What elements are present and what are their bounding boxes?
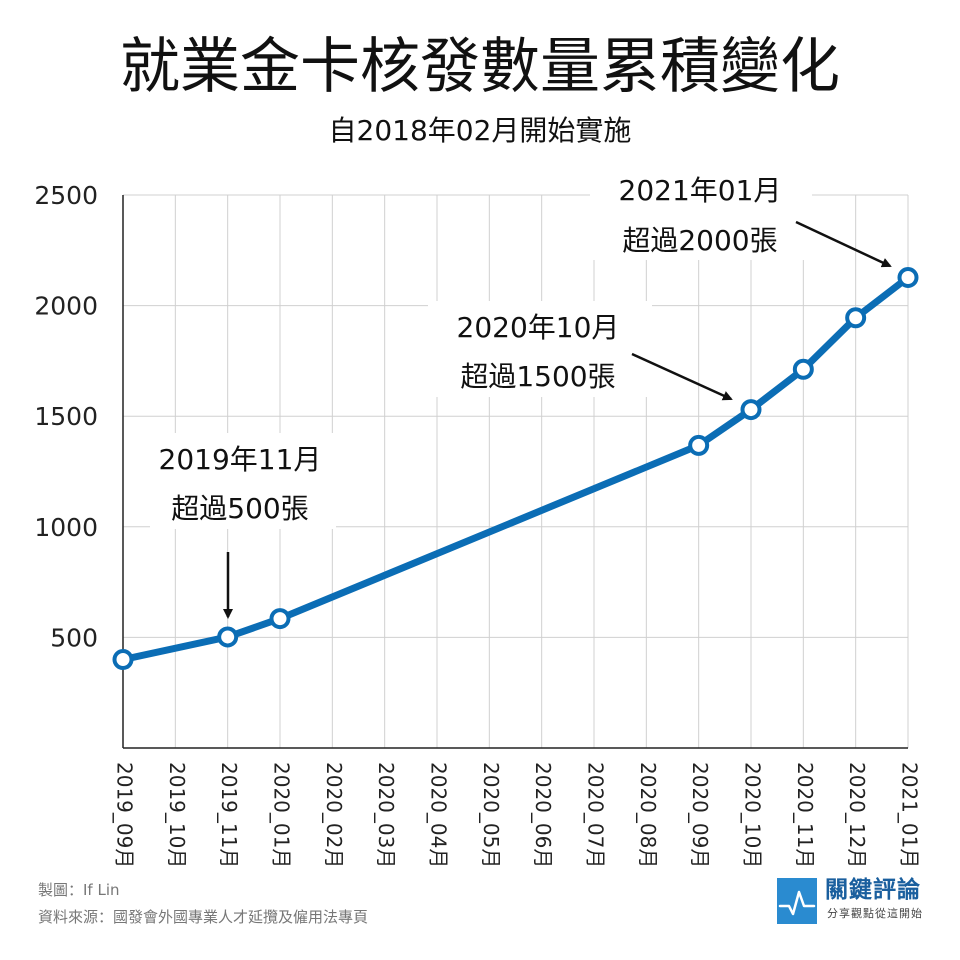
footer-credit: 製圖：If Lin xyxy=(38,881,120,899)
x-tick-label: 2019_09月 xyxy=(113,762,137,868)
annotation-2021-01-line-2: 超過2000張 xyxy=(622,224,777,257)
annotation-2019-11-box xyxy=(150,433,336,529)
data-point xyxy=(845,307,867,329)
annotation-2019-11-line-2: 超過500張 xyxy=(171,492,308,525)
pulse-icon xyxy=(777,878,817,924)
annotation-2021-01-box xyxy=(590,164,812,260)
x-tick-label: 2020_01月 xyxy=(270,762,294,868)
x-tick-label: 2020_07月 xyxy=(584,762,608,868)
annotation-2020-10-line-1: 2020年10月 xyxy=(457,311,620,344)
annotation-2020-10-box xyxy=(428,301,652,397)
data-point xyxy=(897,267,919,289)
x-tick-label: 2020_06月 xyxy=(531,762,555,868)
brand-tagline: 分享觀點從這開始 xyxy=(827,907,923,920)
data-point xyxy=(792,358,814,380)
x-tick-label: 2020_09月 xyxy=(688,762,712,868)
annotation-2021-01-line-1: 2021年01月 xyxy=(619,174,782,207)
data-point xyxy=(217,626,239,648)
x-tick-label: 2020_10月 xyxy=(741,762,765,868)
y-tick-label: 2000 xyxy=(34,292,98,321)
y-tick-label: 1500 xyxy=(34,402,98,431)
x-tick-label: 2021_01月 xyxy=(898,762,922,868)
chart-title: 就業金卡核發數量累積變化 xyxy=(120,32,840,102)
annotation-2021-01-arrow xyxy=(795,220,892,268)
x-tick-label: 2020_04月 xyxy=(427,762,451,868)
x-tick-label: 2019_10月 xyxy=(165,762,189,868)
x-tick-label: 2020_08月 xyxy=(636,762,660,868)
x-tick-label: 2020_02月 xyxy=(322,762,346,868)
brand-logo[interactable]: 關鍵評論 分享觀點從這開始 xyxy=(777,876,933,926)
x-tick-label: 2020_12月 xyxy=(845,762,869,868)
data-point xyxy=(112,649,134,671)
brand-name: 關鍵評論 xyxy=(825,877,921,903)
y-tick-label: 1000 xyxy=(34,513,98,542)
data-point xyxy=(740,399,762,421)
data-point xyxy=(688,434,710,456)
footer-source: 資料來源：國發會外國專業人才延攬及僱用法專頁 xyxy=(38,908,369,926)
x-tick-label: 2020_11月 xyxy=(793,762,817,868)
x-tick-label: 2020_05月 xyxy=(479,762,503,868)
y-tick-label: 2500 xyxy=(34,181,98,210)
annotation-2020-10-line-2: 超過1500張 xyxy=(460,360,615,393)
annotation-2020-10-arrow xyxy=(631,352,733,401)
annotation-2019-11-line-1: 2019年11月 xyxy=(159,443,322,476)
chart-subtitle: 自2018年02月開始實施 xyxy=(328,114,632,147)
y-tick-label: 500 xyxy=(50,623,98,652)
data-point xyxy=(269,608,291,630)
x-tick-label: 2020_03月 xyxy=(374,762,398,868)
x-tick-label: 2019_11月 xyxy=(217,762,241,868)
